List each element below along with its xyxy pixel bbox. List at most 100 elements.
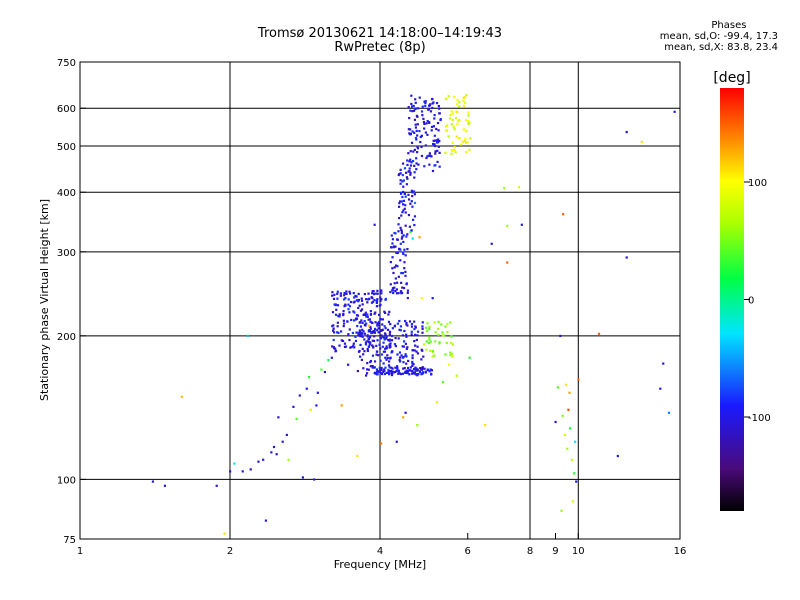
data-point [257, 460, 260, 463]
data-point [298, 394, 301, 397]
data-point [439, 118, 442, 121]
data-point [400, 237, 403, 240]
data-point [450, 123, 453, 126]
data-point [403, 267, 406, 270]
data-point [338, 315, 341, 318]
data-point [390, 369, 393, 373]
data-point [433, 117, 436, 120]
data-point [379, 347, 382, 350]
data-point [399, 172, 402, 175]
data-point [433, 134, 436, 137]
data-point [434, 152, 437, 155]
data-point [437, 333, 440, 336]
data-point [360, 299, 364, 302]
data-point [370, 330, 373, 334]
x-tick-label: 2 [227, 546, 233, 557]
data-point [403, 192, 406, 196]
data-point [420, 372, 423, 375]
data-point [381, 323, 384, 326]
data-point [413, 171, 416, 174]
data-point [391, 267, 394, 270]
data-point [405, 333, 408, 336]
data-point [360, 332, 363, 336]
data-point [415, 368, 418, 372]
data-point [376, 322, 379, 325]
data-point [372, 339, 376, 343]
data-point [410, 200, 413, 203]
data-point [387, 338, 390, 342]
data-point [397, 372, 400, 375]
data-point [453, 148, 456, 152]
data-point [640, 140, 643, 144]
data-point [415, 138, 418, 141]
data-point [421, 327, 424, 330]
data-point [465, 130, 468, 133]
data-point [223, 532, 226, 535]
data-point [347, 308, 350, 311]
data-point [388, 343, 391, 346]
data-point [394, 370, 397, 374]
data-point [405, 183, 409, 186]
data-point [246, 334, 249, 338]
data-point [430, 125, 434, 129]
data-point [446, 322, 449, 326]
data-point [367, 368, 370, 371]
data-point [377, 354, 380, 357]
data-point [333, 303, 336, 306]
data-point [371, 339, 374, 342]
data-point [380, 337, 383, 340]
data-point [422, 355, 425, 358]
data-point [435, 101, 439, 105]
data-point [366, 315, 369, 318]
data-point [357, 306, 360, 310]
data-point [394, 344, 397, 348]
data-point [415, 367, 418, 370]
data-point [625, 256, 628, 259]
data-point [428, 327, 431, 331]
x-tick-label: 10 [572, 546, 585, 557]
data-point [390, 246, 393, 249]
chart-title: Tromsø 20130621 14:18:00–14:19:43 [257, 26, 503, 41]
data-point [262, 458, 265, 461]
data-point [377, 331, 380, 334]
data-point [433, 321, 436, 324]
data-point [427, 108, 430, 111]
data-point [363, 350, 366, 353]
data-point [400, 354, 403, 357]
data-point [408, 373, 411, 376]
data-point [411, 354, 414, 357]
data-point [361, 328, 364, 331]
phase-x-stats: mean, sd,X: 83.8, 23.4 [664, 42, 778, 53]
data-point [420, 358, 423, 361]
y-tick-label: 600 [57, 104, 76, 115]
data-point [412, 371, 416, 374]
data-point [380, 329, 383, 332]
data-point [277, 416, 280, 419]
data-point [426, 133, 429, 136]
data-point [379, 359, 382, 362]
data-point [390, 234, 393, 237]
data-point [375, 344, 378, 347]
data-point [361, 347, 364, 350]
data-point [392, 271, 395, 275]
data-point [396, 322, 399, 325]
data-point [390, 334, 394, 338]
data-point [574, 440, 577, 443]
data-point [390, 371, 393, 375]
data-point [401, 271, 404, 275]
data-point [490, 242, 493, 245]
data-point [383, 332, 387, 335]
data-point [448, 117, 452, 120]
data-point [364, 311, 367, 314]
data-point [421, 349, 424, 352]
data-point [356, 369, 360, 373]
data-point [383, 336, 386, 339]
data-point [420, 154, 424, 158]
data-point [419, 366, 422, 370]
data-point [389, 345, 392, 348]
data-point [441, 334, 444, 337]
data-point [450, 110, 453, 113]
data-point [411, 364, 414, 367]
data-point [353, 296, 356, 299]
data-point [406, 346, 409, 349]
